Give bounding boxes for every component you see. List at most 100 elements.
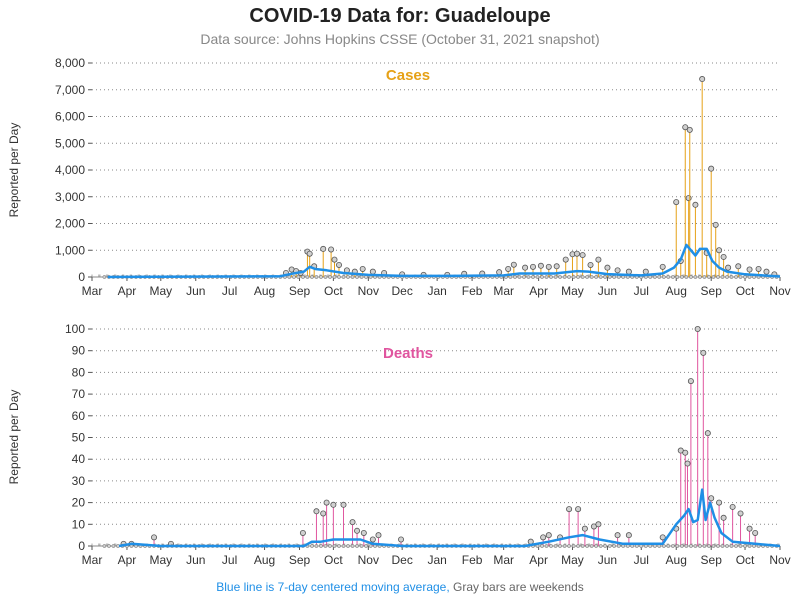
zero-point [711, 544, 716, 548]
data-point [614, 532, 621, 539]
zero-point [328, 544, 332, 548]
y-tick-label: 10 [72, 517, 86, 531]
zero-point [558, 544, 562, 548]
zero-point [684, 275, 689, 279]
zero-point [364, 544, 368, 548]
zero-point [102, 544, 107, 548]
zero-point [332, 544, 337, 548]
x-tick-label: Jun [186, 284, 205, 298]
data-point [716, 247, 723, 254]
zero-point [323, 544, 328, 548]
zero-point [671, 275, 675, 279]
zero-point [603, 544, 608, 548]
zero-point [368, 544, 373, 548]
zero-point [743, 544, 747, 548]
zero-point [355, 544, 359, 548]
x-tick-label: May [149, 284, 172, 298]
zero-point [319, 544, 323, 548]
zero-point [720, 544, 725, 548]
zero-point [531, 275, 535, 279]
x-tick-label: Aug [666, 284, 687, 298]
data-point [537, 262, 544, 269]
data-point [581, 525, 588, 532]
zero-point [341, 544, 346, 548]
zero-point [702, 544, 707, 548]
zero-point [337, 275, 341, 279]
zero-point [310, 275, 314, 279]
y-tick-label: 1,000 [55, 243, 85, 257]
zero-point [585, 275, 589, 279]
zero-point [598, 275, 603, 279]
zero-point [680, 544, 684, 548]
data-point [704, 430, 711, 437]
zero-point [680, 275, 684, 279]
zero-point [562, 275, 567, 279]
zero-point [598, 544, 603, 548]
zero-point [544, 275, 549, 279]
data-point [579, 252, 586, 259]
zero-point [355, 275, 359, 279]
zero-point [711, 275, 716, 279]
data-point [510, 261, 517, 268]
x-tick-label: Jan [427, 284, 446, 298]
zero-point [716, 544, 720, 548]
zero-point [292, 275, 296, 279]
data-point [720, 253, 727, 260]
zero-point [616, 275, 621, 279]
footnote-weekends: Gray bars are weekends [453, 580, 584, 594]
zero-point [747, 544, 752, 548]
zero-point [553, 275, 558, 279]
y-tick-label: 2,000 [55, 217, 85, 231]
zero-point [337, 544, 341, 548]
y-tick-label: 8,000 [55, 56, 85, 70]
zero-point [549, 275, 553, 279]
zero-point [743, 275, 747, 279]
zero-point [314, 544, 319, 548]
zero-point [350, 544, 355, 548]
zero-point [513, 275, 517, 279]
x-tick-label: Jun [598, 553, 617, 567]
x-tick-label: Apr [118, 553, 137, 567]
x-tick-label: May [149, 553, 172, 567]
zero-point [734, 275, 738, 279]
y-tick-label: 70 [72, 387, 86, 401]
data-point [746, 266, 753, 273]
data-point [562, 256, 569, 263]
data-point [349, 519, 356, 526]
y-tick-label: 100 [65, 322, 85, 336]
x-tick-label: Jul [634, 284, 649, 298]
x-tick-label: Oct [736, 284, 755, 298]
data-point [682, 449, 689, 456]
data-point [659, 263, 666, 270]
x-tick-label: Feb [462, 553, 483, 567]
x-tick-label: Nov [769, 284, 790, 298]
data-point [604, 264, 611, 271]
zero-point [319, 275, 323, 279]
zero-point [576, 544, 580, 548]
zero-point [107, 544, 111, 548]
zero-point [616, 544, 621, 548]
data-point [642, 268, 649, 275]
zero-point [359, 275, 364, 279]
data-point [595, 521, 602, 528]
data-point [752, 529, 759, 536]
zero-point [707, 544, 711, 548]
zero-point [612, 275, 617, 279]
data-point [708, 165, 715, 172]
zero-point [328, 275, 332, 279]
x-tick-label: Apr [529, 553, 548, 567]
x-tick-label: Apr [529, 284, 548, 298]
data-point [686, 126, 693, 133]
zero-point [585, 544, 589, 548]
x-tick-label: Mar [82, 553, 103, 567]
x-tick-label: Nov [769, 553, 790, 567]
data-point [328, 246, 335, 253]
data-point [369, 268, 376, 275]
zero-point [729, 275, 734, 279]
y-tick-label: 90 [72, 344, 86, 358]
zero-point [580, 544, 585, 548]
x-tick-label: May [561, 553, 584, 567]
data-point [682, 124, 689, 131]
